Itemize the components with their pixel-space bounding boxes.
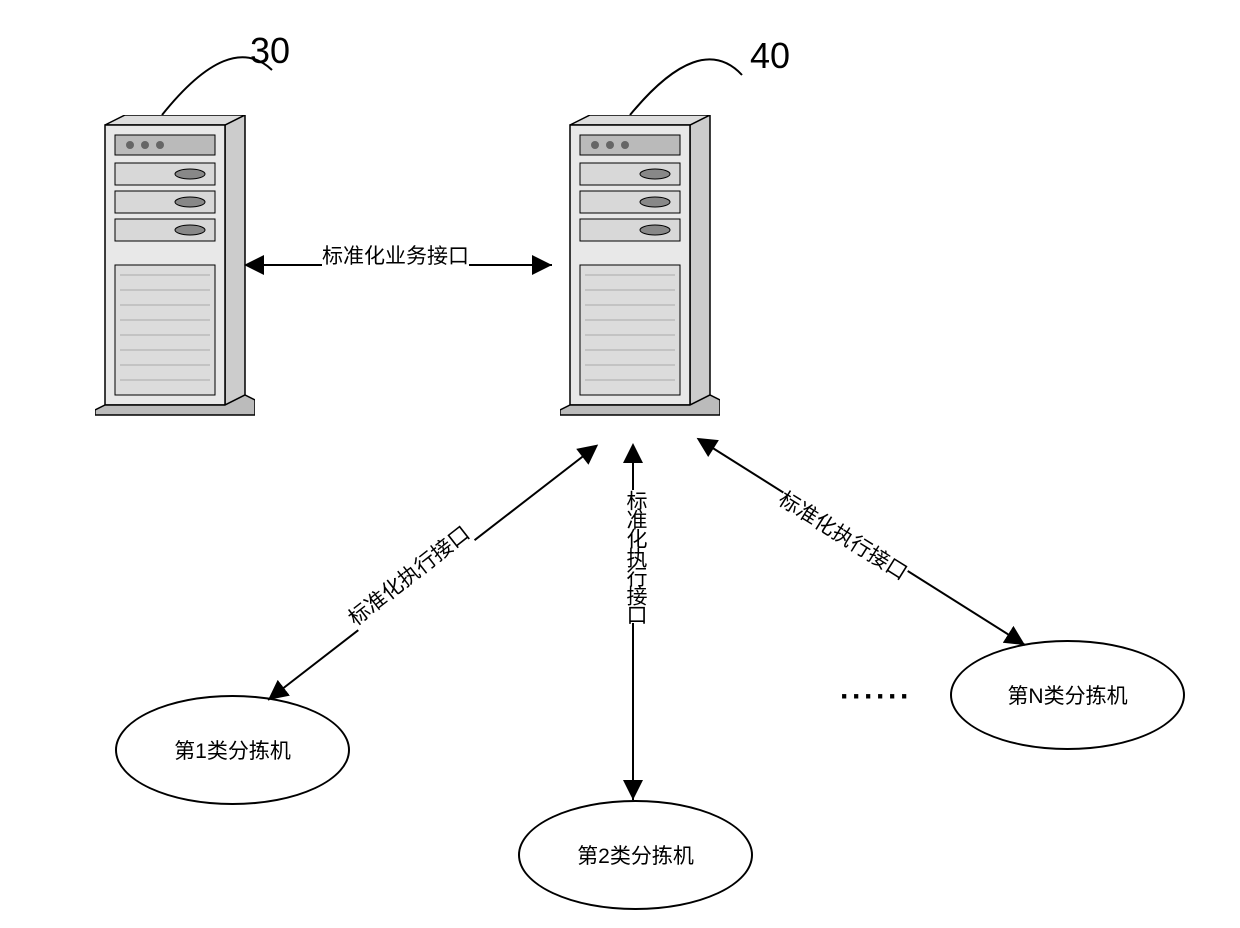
server-left [95, 115, 240, 415]
conn-exec-right-label: 标准化执行接口 [773, 483, 914, 586]
sorter-2: 第2类分拣机 [518, 800, 753, 910]
server-left-svg [95, 115, 255, 435]
sorter-n: 第N类分拣机 [950, 640, 1185, 750]
sorter-2-label: 第2类分拣机 [577, 840, 694, 870]
server-right-svg [560, 115, 720, 435]
server-right-id: 40 [750, 35, 790, 77]
conn-exec-mid-label: 标准化执行接口 [620, 490, 650, 623]
server-left-id: 30 [250, 30, 290, 72]
server-right [560, 115, 705, 415]
ellipsis-dots: ······ [840, 680, 912, 714]
sorter-n-label: 第N类分拣机 [1007, 680, 1127, 710]
sorter-1: 第1类分拣机 [115, 695, 350, 805]
conn-exec-left-label: 标准化执行接口 [341, 518, 475, 632]
conn-business-label: 标准化业务接口 [322, 240, 469, 270]
ref-curve-40 [630, 59, 742, 115]
sorter-1-label: 第1类分拣机 [174, 735, 291, 765]
